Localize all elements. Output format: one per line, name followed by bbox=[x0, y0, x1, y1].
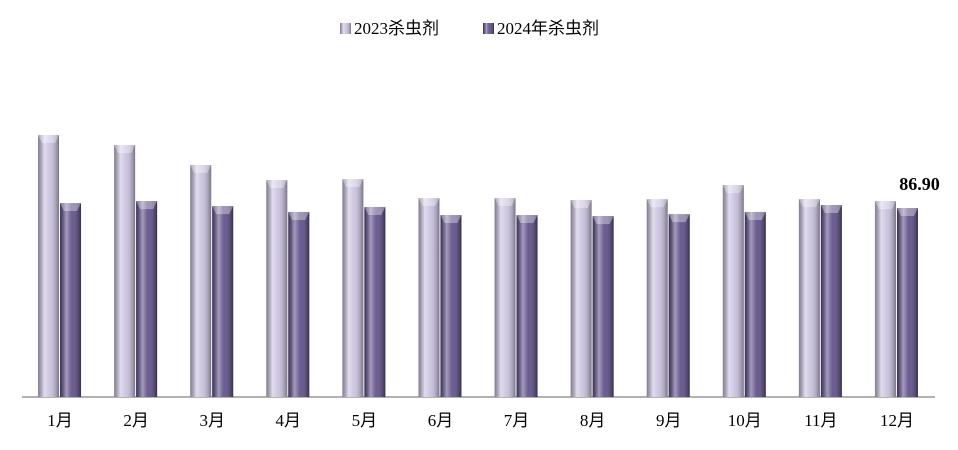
x-tick-label: 4月 bbox=[276, 411, 302, 430]
x-tick-label: 9月 bbox=[656, 411, 682, 430]
bar-shade bbox=[646, 199, 668, 397]
bar-cap bbox=[266, 180, 288, 189]
x-tick-label: 8月 bbox=[580, 411, 606, 430]
bar-shade bbox=[668, 214, 690, 397]
bar-cap bbox=[516, 215, 538, 224]
bar-cap bbox=[190, 165, 212, 174]
bar-cap bbox=[114, 145, 136, 154]
bar-shade bbox=[874, 201, 896, 397]
x-tick-label: 7月 bbox=[504, 411, 530, 430]
bar-shade bbox=[440, 215, 462, 397]
bar-cap bbox=[722, 185, 744, 194]
bar-shade bbox=[494, 198, 516, 397]
bar-cap bbox=[494, 198, 516, 207]
x-tick-label: 1月 bbox=[47, 411, 73, 430]
bar-shade bbox=[60, 203, 82, 397]
bar-cap bbox=[798, 199, 820, 208]
bar-shade bbox=[38, 135, 60, 397]
data-label: 86.90 bbox=[899, 174, 940, 194]
bar-shade bbox=[896, 208, 918, 397]
bar-shade bbox=[418, 198, 440, 397]
bar-shade bbox=[744, 211, 766, 397]
x-tick-label: 3月 bbox=[199, 411, 225, 430]
bar-shade bbox=[212, 206, 234, 397]
bar-shade bbox=[570, 200, 592, 397]
bar-cap bbox=[592, 216, 614, 225]
legend-marker-shade bbox=[340, 23, 351, 34]
bar-cap bbox=[668, 214, 690, 223]
x-tick-label: 2月 bbox=[123, 411, 149, 430]
bar-cap bbox=[60, 203, 82, 212]
bar-cap bbox=[342, 179, 364, 188]
bar-cap bbox=[364, 206, 386, 215]
bar-shade bbox=[114, 145, 136, 397]
legend-label: 2024年杀虫剂 bbox=[497, 19, 599, 38]
bar-shade bbox=[136, 201, 158, 397]
bar-shade bbox=[722, 185, 744, 397]
bar-cap bbox=[820, 205, 842, 214]
bar-cap bbox=[570, 200, 592, 209]
bar-shade bbox=[342, 179, 364, 397]
bar-cap bbox=[38, 135, 60, 143]
bar-shade bbox=[190, 165, 212, 397]
x-tick-label: 11月 bbox=[804, 411, 837, 430]
x-tick-label: 5月 bbox=[352, 411, 378, 430]
bar-cap bbox=[896, 208, 918, 217]
x-tick-label: 12月 bbox=[880, 411, 914, 430]
bar-shade bbox=[288, 211, 310, 397]
bar-cap bbox=[646, 199, 668, 208]
bar-shade bbox=[592, 216, 614, 397]
x-tick-label: 6月 bbox=[428, 411, 454, 430]
bar-cap bbox=[136, 201, 158, 210]
bar-cap bbox=[744, 211, 766, 220]
legend-marker-shade bbox=[483, 23, 494, 34]
bar-cap bbox=[440, 215, 462, 224]
bar-shade bbox=[516, 215, 538, 397]
bar-cap bbox=[288, 211, 310, 220]
bar-cap bbox=[418, 198, 440, 207]
bar-shade bbox=[798, 199, 820, 397]
bar-cap bbox=[874, 201, 896, 210]
x-tick-label: 10月 bbox=[728, 411, 762, 430]
bar-shade bbox=[820, 205, 842, 397]
legend-label: 2023杀虫剂 bbox=[354, 19, 439, 38]
bar-cap bbox=[212, 206, 234, 215]
bar-shade bbox=[266, 180, 288, 397]
bar-shade bbox=[364, 206, 386, 397]
